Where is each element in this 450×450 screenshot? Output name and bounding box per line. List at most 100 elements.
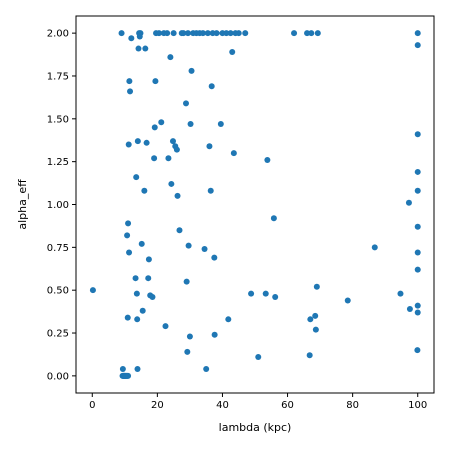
data-point <box>213 30 220 37</box>
data-point <box>414 168 421 175</box>
data-point <box>199 30 206 37</box>
data-point <box>207 187 214 194</box>
data-point <box>217 120 224 127</box>
data-point <box>414 309 421 316</box>
data-point <box>151 124 158 131</box>
data-point <box>125 141 132 148</box>
data-point <box>165 155 172 162</box>
data-point <box>223 30 230 37</box>
data-point <box>162 323 169 330</box>
data-point <box>255 354 262 361</box>
data-point <box>414 347 421 354</box>
data-point <box>414 30 421 37</box>
data-point <box>176 227 183 234</box>
data-points <box>89 30 421 379</box>
data-point <box>307 316 314 323</box>
data-point <box>145 256 152 263</box>
data-point <box>414 131 421 138</box>
data-point <box>185 242 192 249</box>
data-point <box>248 290 255 297</box>
data-point <box>151 155 158 162</box>
data-point <box>132 275 139 282</box>
x-axis-ticks: 0 20 40 60 80 100 <box>89 393 427 411</box>
data-point <box>134 366 141 373</box>
x-tick-label: 60 <box>281 400 294 411</box>
x-tick-label: 100 <box>408 400 427 411</box>
data-point <box>164 30 171 37</box>
data-point <box>128 35 135 42</box>
data-point <box>134 138 141 145</box>
data-point <box>227 30 234 37</box>
data-point <box>173 146 180 153</box>
x-axis-label: lambda (kpc) <box>219 421 292 434</box>
data-point <box>187 120 194 127</box>
data-point <box>145 275 152 282</box>
data-point <box>203 366 210 373</box>
data-point <box>406 306 413 313</box>
x-tick-label: 80 <box>346 400 359 411</box>
data-point <box>211 331 218 338</box>
data-point <box>137 30 144 37</box>
data-point <box>414 302 421 309</box>
y-axis-ticks: 0.00 0.25 0.50 0.75 1.00 1.25 1.50 1.75 2.00 <box>47 29 76 382</box>
data-point <box>124 232 131 239</box>
y-tick-label: 0.75 <box>47 243 69 254</box>
y-axis-label: alpha_eff <box>16 179 29 230</box>
data-point <box>270 215 277 222</box>
data-point <box>204 30 211 37</box>
data-point <box>168 180 175 187</box>
data-point <box>149 294 156 301</box>
data-point <box>125 220 132 227</box>
data-point <box>312 326 319 333</box>
data-point <box>344 297 351 304</box>
y-tick-label: 1.25 <box>47 157 69 168</box>
data-point <box>125 372 132 379</box>
data-point <box>141 187 148 194</box>
data-point <box>186 333 193 340</box>
y-tick-label: 0.25 <box>47 329 69 340</box>
data-point <box>229 48 236 55</box>
data-point <box>135 45 142 52</box>
data-point <box>235 30 242 37</box>
x-tick-label: 40 <box>216 400 229 411</box>
data-point <box>414 42 421 49</box>
y-tick-label: 0.50 <box>47 286 69 297</box>
data-point <box>138 240 145 247</box>
data-point <box>291 30 298 37</box>
data-point <box>184 30 191 37</box>
data-point <box>184 348 191 355</box>
data-point <box>225 316 232 323</box>
data-point <box>414 249 421 256</box>
data-point <box>414 187 421 194</box>
data-point <box>230 150 237 157</box>
data-point <box>264 156 271 163</box>
data-point <box>414 266 421 273</box>
data-point <box>152 78 159 85</box>
data-point <box>201 246 208 253</box>
data-point <box>304 30 311 37</box>
data-point <box>313 283 320 290</box>
data-point <box>127 88 134 95</box>
data-point <box>371 244 378 251</box>
data-point <box>126 249 133 256</box>
data-point <box>306 352 313 359</box>
data-point <box>414 223 421 230</box>
data-point <box>124 314 131 321</box>
data-point <box>155 30 162 37</box>
data-point <box>139 307 146 314</box>
y-tick-label: 1.00 <box>47 200 69 211</box>
data-point <box>174 192 181 199</box>
data-point <box>143 139 150 146</box>
y-tick-label: 1.75 <box>47 71 69 82</box>
data-point <box>134 316 141 323</box>
data-point <box>188 67 195 74</box>
data-point <box>211 254 218 261</box>
x-tick-label: 0 <box>89 400 95 411</box>
data-point <box>126 78 133 85</box>
data-point <box>133 174 140 181</box>
data-point <box>170 30 177 37</box>
data-point <box>314 30 321 37</box>
data-point <box>119 366 126 373</box>
data-point <box>167 54 174 61</box>
